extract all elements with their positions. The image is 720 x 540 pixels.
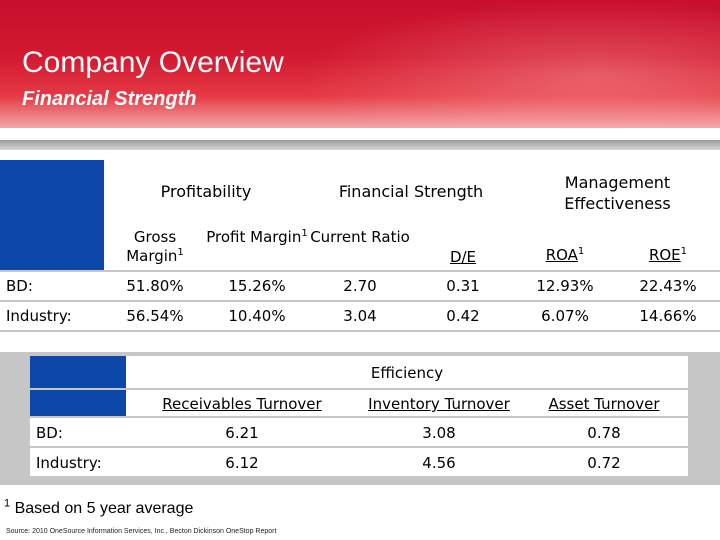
slide-subtitle: Financial Strength — [22, 88, 197, 110]
financial-ratios-table: Profitability Financial Strength Managem… — [0, 160, 720, 332]
efficiency-table: Efficiency Receivables Turnover Inventor… — [0, 352, 720, 485]
table-row — [30, 418, 688, 446]
slide-title: Company Overview — [22, 46, 284, 79]
column-header-profit-margin: Profit Margin1 — [206, 228, 308, 247]
cell-bd-roe: 22.43% — [639, 277, 697, 295]
footnote: 1 Based on 5 year average — [4, 497, 194, 518]
column-header-de: D/E — [449, 248, 477, 266]
group-header-management-effectiveness: Management Effectiveness — [564, 173, 671, 213]
row-header-blank-2 — [30, 390, 126, 416]
column-header-current-ratio: Current Ratio — [310, 228, 410, 246]
cell-bd-profit-margin: 15.26% — [228, 277, 286, 295]
cell-industry-current-ratio: 3.04 — [343, 307, 377, 325]
group-header-block — [126, 356, 688, 388]
cell-bd-inventory-turnover: 3.08 — [422, 424, 456, 442]
column-header-block-right — [514, 222, 720, 270]
group-header-financial-strength: Financial Strength — [338, 182, 484, 201]
cell-industry-receivables-turnover: 6.12 — [225, 454, 259, 472]
column-header-block — [126, 390, 688, 416]
column-header-roe: ROE1 — [616, 246, 720, 264]
source-citation: Source: 2010 OneSource Information Servi… — [6, 528, 277, 535]
column-header-block — [104, 222, 514, 270]
cell-industry-roe: 14.66% — [639, 307, 697, 325]
group-header-profitability: Profitability — [160, 182, 252, 201]
column-header-roa: ROA1 — [514, 246, 616, 264]
table-row — [0, 272, 720, 300]
row-header-blank — [30, 356, 126, 388]
column-header-gross-margin: Gross Margin1 — [104, 228, 206, 266]
cell-bd-gross-margin: 51.80% — [126, 277, 184, 295]
banner-glow — [300, 0, 720, 128]
group-header-block — [104, 160, 514, 222]
footnote-text: Based on 5 year average — [14, 500, 194, 517]
row-label-bd: BD: — [36, 424, 63, 442]
footnote-marker: 1 — [680, 246, 688, 257]
column-header-label: ROA — [545, 246, 578, 264]
cell-bd-roa: 12.93% — [536, 277, 594, 295]
footnote-marker: 1 — [577, 246, 585, 257]
cell-industry-inventory-turnover: 4.56 — [422, 454, 456, 472]
row-header-blank — [0, 160, 104, 222]
cell-bd-de: 0.31 — [446, 277, 480, 295]
row-label-industry: Industry: — [6, 307, 72, 325]
cell-bd-current-ratio: 2.70 — [343, 277, 377, 295]
column-header-label: ROE — [648, 246, 681, 264]
header-banner: Company Overview Financial Strength — [0, 0, 720, 128]
cell-industry-profit-margin: 10.40% — [228, 307, 286, 325]
group-header-block-right — [514, 160, 720, 222]
footnote-marker: 1 — [4, 497, 11, 510]
cell-industry-gross-margin: 56.54% — [126, 307, 184, 325]
cell-bd-asset-turnover: 0.78 — [587, 424, 621, 442]
column-header-inventory-turnover: Inventory Turnover — [368, 395, 510, 413]
row-header-blank-2 — [0, 222, 104, 270]
footnote-marker: 1 — [177, 247, 184, 258]
cell-industry-roa: 6.07% — [541, 307, 589, 325]
cell-bd-receivables-turnover: 6.21 — [225, 424, 259, 442]
column-header-label: Profit Margin — [206, 228, 302, 246]
column-header-receivables-turnover: Receivables Turnover — [162, 395, 322, 413]
row-label-industry: Industry: — [36, 454, 102, 472]
column-header-asset-turnover: Asset Turnover — [548, 395, 660, 413]
group-header-efficiency: Efficiency — [370, 364, 444, 382]
table-row — [30, 448, 688, 476]
header-divider — [0, 140, 720, 150]
column-header-label: Gross Margin — [126, 228, 178, 265]
footnote-marker: 1 — [301, 228, 308, 239]
row-label-bd: BD: — [6, 277, 33, 295]
cell-industry-de: 0.42 — [446, 307, 480, 325]
cell-industry-asset-turnover: 0.72 — [587, 454, 621, 472]
table-row — [0, 302, 720, 330]
